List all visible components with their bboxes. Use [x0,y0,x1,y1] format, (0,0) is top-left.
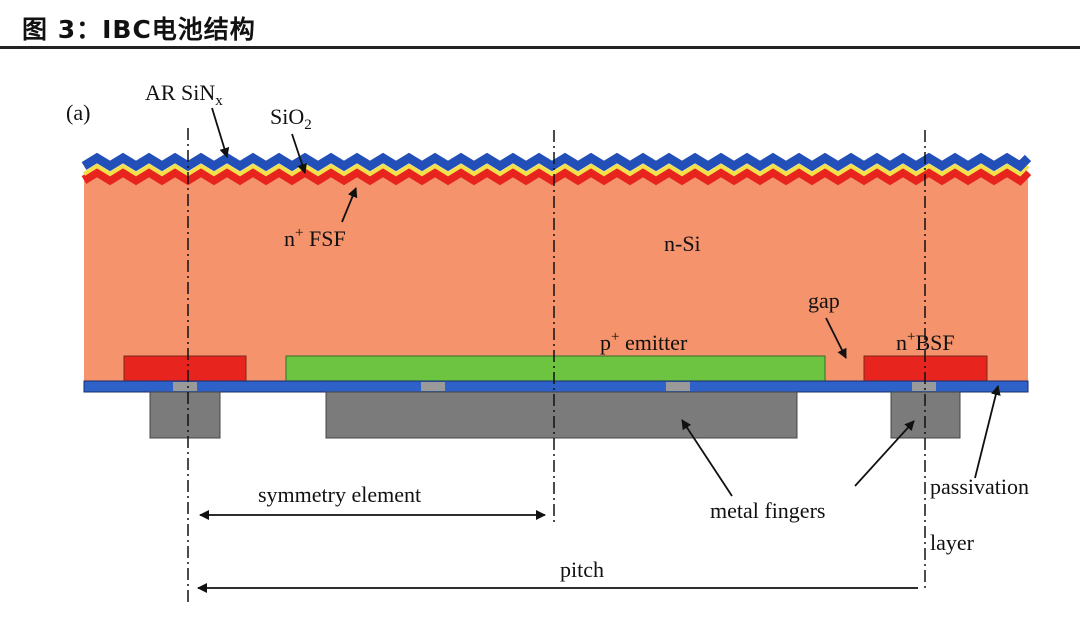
ar-sinx-layer [81,152,1032,172]
fsf-layer [81,166,1032,186]
metal-fingers-label: metal fingers [710,498,825,523]
arrow-metal-2 [854,420,915,487]
contact-opening [421,382,445,391]
arrow-ar [211,107,230,158]
bsf-label: n+BSF [896,329,955,355]
arrow-passivation [974,385,1001,479]
metal-finger [325,391,798,439]
title-divider [0,46,1080,49]
n-si-bulk [84,172,1028,382]
panel-label: (a) [66,100,90,125]
emitter-label: p+ emitter [600,329,688,355]
sio2-label: SiO2 [270,104,312,133]
fsf-label: n+ FSF [284,225,346,251]
arrow-fsf [341,187,358,223]
gap-label: gap [808,288,840,313]
pitch-label: pitch [560,557,604,582]
n-si-label: n-Si [664,231,701,256]
arrow-metal-1 [681,419,733,497]
contact-opening [666,382,690,391]
symmetry-label: symmetry element [258,482,421,507]
arrow-sio2 [291,133,307,174]
contact-opening [173,382,197,391]
passivation-layer [83,380,1029,393]
p-emitter [285,355,826,383]
figure-title: 图 3：IBC电池结构 [22,15,256,44]
passivation-label: passivation [930,474,1029,499]
layer-label: layer [930,530,975,555]
sio2-layer [82,163,1030,177]
ar-label: AR SiNx [145,80,223,109]
metal-finger [149,391,221,439]
arrow-gap [825,317,847,359]
contact-opening [912,382,936,391]
bsf-left [123,355,247,383]
